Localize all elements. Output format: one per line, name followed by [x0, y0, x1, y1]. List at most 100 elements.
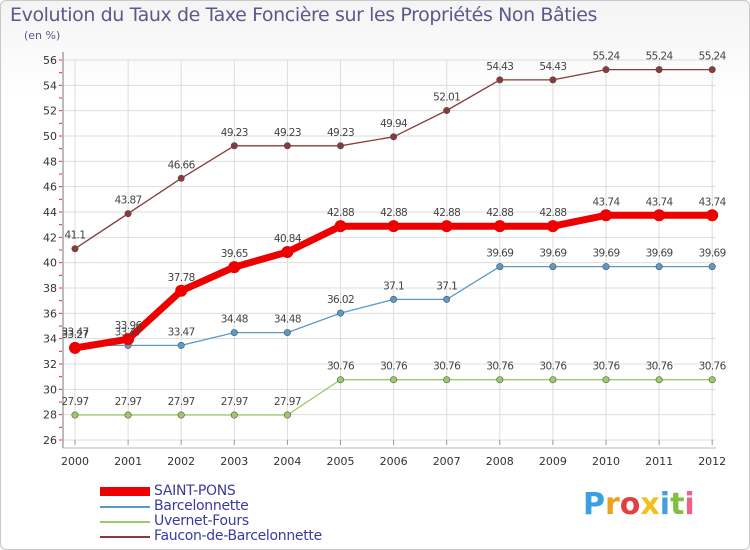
data-label: 39.65 — [221, 248, 248, 260]
y-tick-label: 34 — [43, 333, 57, 346]
data-point — [69, 341, 81, 354]
data-point — [706, 209, 719, 222]
data-point — [336, 309, 344, 317]
logo-letter: i — [659, 487, 671, 522]
x-tick-label: 2003 — [220, 455, 248, 468]
data-point — [493, 220, 506, 233]
data-label: 39.69 — [646, 248, 673, 260]
y-tick-label: 42 — [43, 231, 57, 244]
data-point — [443, 107, 451, 115]
data-label: 30.76 — [433, 361, 461, 373]
legend-label: Barcelonnette — [154, 498, 249, 514]
chart-subtitle: (en %) — [24, 29, 61, 42]
axes: 26 28 30 32 34 36 38 40 42 44 46 48 50 52 54 56 2000 2001… — [43, 52, 726, 468]
data-label: 39.69 — [486, 248, 513, 260]
x-tick-label: 2002 — [167, 455, 195, 468]
data-label: 37.78 — [168, 272, 195, 284]
data-label: 33.47 — [115, 326, 142, 338]
y-tick-label: 54 — [43, 79, 57, 92]
data-label: 49.94 — [380, 118, 408, 130]
x-tick-label: 2012 — [698, 455, 726, 468]
data-label: 30.76 — [327, 361, 355, 373]
data-label: 33.96 — [115, 320, 143, 332]
data-label: 42.88 — [380, 207, 407, 219]
data-point — [390, 295, 398, 303]
x-tick-label: 2007 — [433, 455, 461, 468]
data-label: 33.47 — [61, 326, 88, 338]
data-label: 34.48 — [221, 314, 248, 326]
y-tick-label: 26 — [43, 434, 57, 447]
data-label: 27.97 — [274, 396, 301, 408]
y-tick-label: 38 — [43, 282, 57, 295]
data-point — [283, 411, 291, 419]
x-tick-label: 2011 — [645, 455, 673, 468]
x-tick-label: 2008 — [486, 455, 514, 468]
data-label: 30.76 — [646, 361, 674, 373]
data-label: 42.88 — [327, 207, 354, 219]
data-point — [496, 76, 504, 84]
data-point — [122, 333, 135, 346]
x-tick-label: 2000 — [61, 455, 89, 468]
data-point — [281, 246, 294, 259]
data-label: 36.02 — [327, 294, 354, 306]
legend-label: Faucon-de-Barcelonnette — [154, 528, 322, 544]
data-label: 54.43 — [486, 61, 513, 73]
y-tick-label: 40 — [43, 257, 57, 270]
legend-swatch — [100, 521, 150, 523]
data-point — [124, 210, 132, 218]
data-label: 30.76 — [486, 361, 514, 373]
data-point — [390, 133, 398, 141]
data-point — [549, 76, 557, 84]
data-point — [653, 209, 666, 222]
data-label: 54.43 — [539, 61, 566, 73]
logo-letter: t — [670, 487, 685, 522]
data-label: 30.76 — [699, 361, 727, 373]
y-tick-label: 50 — [43, 130, 57, 143]
data-label: 55.24 — [592, 51, 620, 63]
legend-swatch — [100, 506, 150, 508]
data-label: 40.84 — [274, 233, 302, 245]
data-point — [655, 376, 663, 384]
data-label: 33.27 — [61, 329, 88, 341]
data-label: 49.23 — [221, 127, 248, 139]
data-point — [230, 329, 238, 337]
x-tick-label: 2005 — [327, 455, 355, 468]
data-label: 39.69 — [592, 248, 619, 260]
y-tick-label: 48 — [43, 155, 57, 168]
data-point — [336, 142, 344, 150]
data-point — [177, 411, 185, 419]
data-label: 52.01 — [433, 92, 460, 104]
data-point — [175, 284, 188, 297]
data-point — [230, 142, 238, 150]
x-tick-label: 2009 — [539, 455, 567, 468]
data-label: 42.88 — [433, 207, 460, 219]
data-label: 37.1 — [436, 280, 457, 292]
data-point — [549, 263, 557, 271]
logo-letter: r — [605, 487, 620, 522]
legend-swatch — [100, 487, 150, 496]
y-tick-label: 28 — [43, 409, 57, 422]
data-label: 30.76 — [380, 361, 408, 373]
y-tick-label: 52 — [43, 105, 57, 118]
data-label: 55.24 — [646, 51, 674, 63]
y-tick-label: 56 — [43, 54, 57, 67]
x-tick-label: 2010 — [592, 455, 620, 468]
data-point — [655, 263, 663, 271]
data-label: 49.23 — [274, 127, 301, 139]
legend-label: SAINT-PONS — [154, 483, 236, 499]
data-point — [549, 376, 557, 384]
data-point — [443, 295, 451, 303]
legend-label: Uvernet-Fours — [154, 513, 249, 529]
data-point — [177, 341, 185, 349]
data-label: 39.69 — [699, 248, 726, 260]
data-label: 34.48 — [274, 314, 301, 326]
data-label: 33.47 — [168, 326, 195, 338]
data-label: 37.1 — [383, 280, 404, 292]
data-point — [228, 261, 241, 274]
data-point — [71, 245, 79, 253]
data-label: 30.76 — [539, 361, 567, 373]
data-label: 30.76 — [592, 361, 620, 373]
data-label: 27.97 — [221, 396, 248, 408]
x-tick-label: 2006 — [380, 455, 408, 468]
